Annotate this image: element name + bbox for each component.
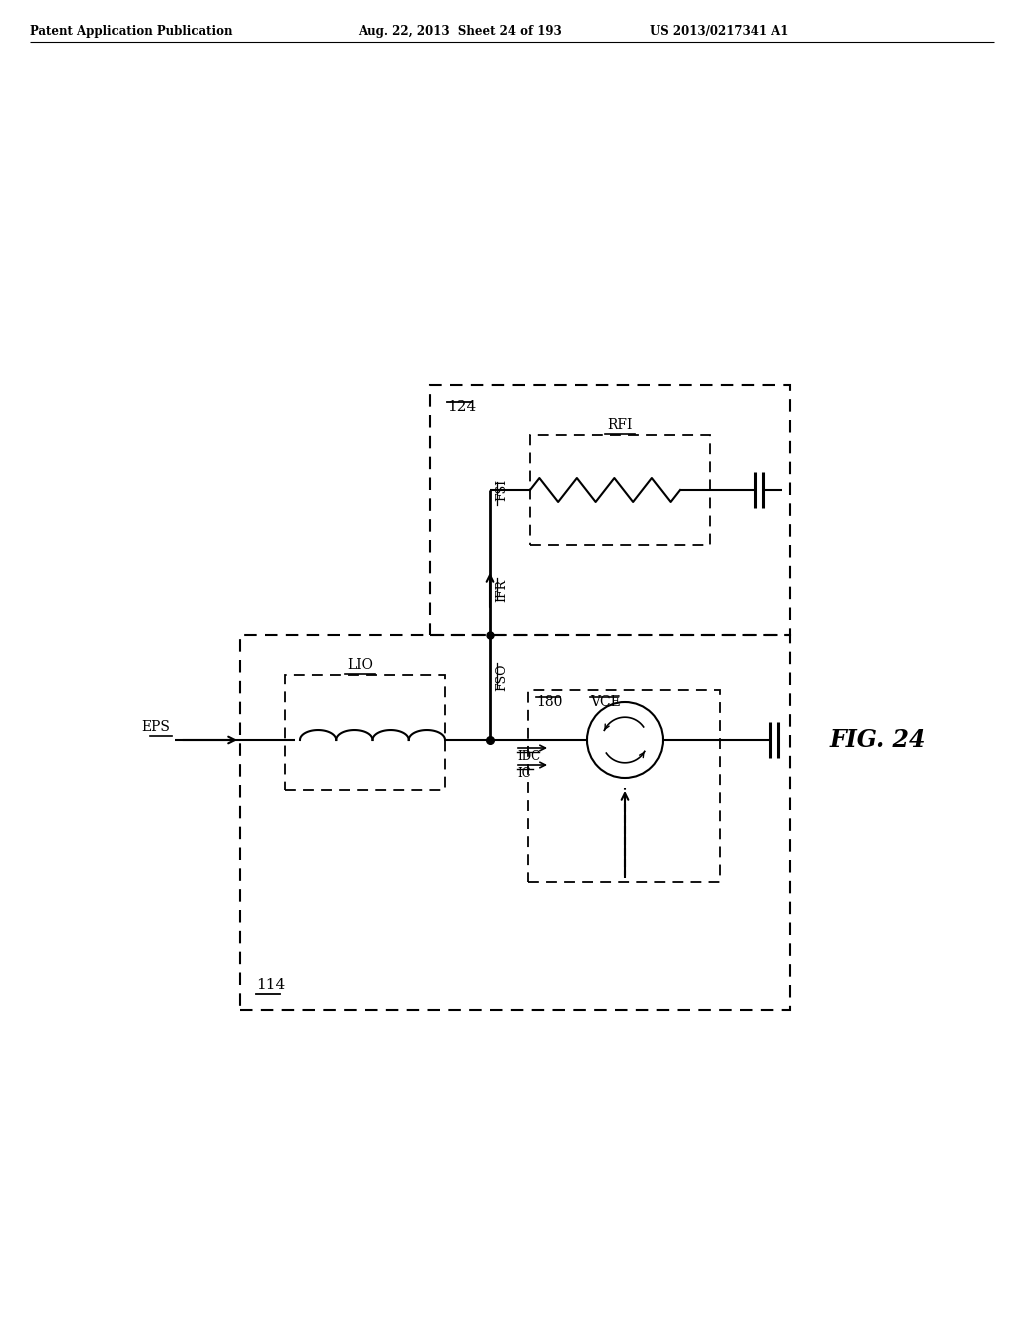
Text: LIO: LIO: [347, 657, 373, 672]
Text: FSI: FSI: [495, 479, 508, 502]
Text: Patent Application Publication: Patent Application Publication: [30, 25, 232, 38]
Text: FSO: FSO: [495, 664, 508, 692]
Text: US 2013/0217341 A1: US 2013/0217341 A1: [650, 25, 788, 38]
Text: IC: IC: [517, 767, 530, 780]
Bar: [528, 690, 720, 882]
Bar: [240, 635, 790, 1010]
Text: VCE: VCE: [590, 696, 621, 709]
Text: IDC: IDC: [517, 750, 540, 763]
Text: 114: 114: [256, 978, 286, 993]
Bar: [530, 436, 710, 545]
Text: RFI: RFI: [607, 418, 633, 432]
Text: EPS: EPS: [141, 719, 170, 734]
Text: 180: 180: [536, 696, 562, 709]
Text: IFR: IFR: [495, 578, 508, 602]
Text: Aug. 22, 2013  Sheet 24 of 193: Aug. 22, 2013 Sheet 24 of 193: [358, 25, 562, 38]
Bar: [430, 385, 790, 635]
Text: 124: 124: [447, 400, 476, 414]
Bar: [285, 675, 445, 789]
Text: FIG. 24: FIG. 24: [830, 729, 927, 752]
